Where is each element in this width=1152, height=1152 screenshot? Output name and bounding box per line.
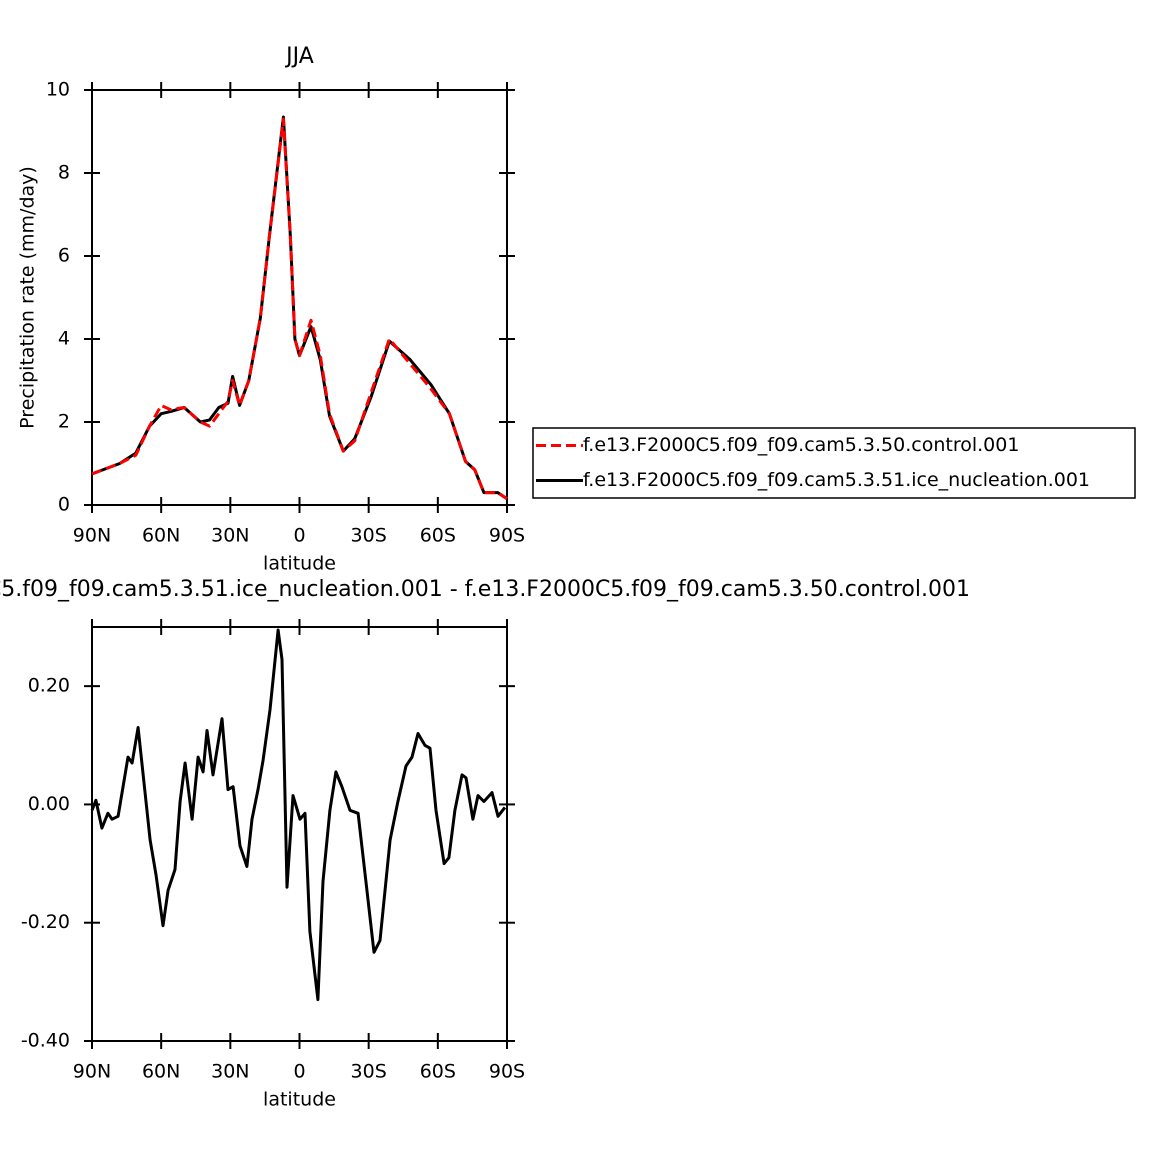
x-tick-label: 0 — [293, 525, 305, 547]
y-tick-label: 0.20 — [28, 675, 70, 697]
y-tick-label: 4 — [58, 328, 70, 350]
y-tick-label: 2 — [58, 411, 70, 433]
x-axis-label: latitude — [263, 1089, 336, 1111]
legend-label: f.e13.F2000C5.f09_f09.cam5.3.51.ice_nucl… — [583, 469, 1090, 491]
x-tick-label: 30N — [211, 1061, 249, 1083]
y-tick-label: 0 — [58, 494, 70, 516]
legend-box — [532, 427, 1136, 499]
y-tick-label: 10 — [46, 79, 70, 101]
x-tick-label: 60S — [420, 1061, 456, 1083]
x-tick-label: 30S — [351, 525, 387, 547]
x-tick-label: 90S — [489, 525, 525, 547]
y-tick-label: 0.00 — [28, 793, 70, 815]
chart-title: f.e13.F2000C5.f09_f09.cam5.3.51.ice_nucl… — [0, 577, 970, 602]
x-tick-label: 90N — [73, 525, 111, 547]
plot-frame — [91, 89, 508, 506]
data-line — [91, 117, 508, 501]
x-tick-label: 60S — [420, 525, 456, 547]
x-tick-label: 60N — [142, 525, 180, 547]
x-axis-label: latitude — [263, 553, 336, 575]
x-tick-label: 30S — [351, 1061, 387, 1083]
plot-frame — [91, 626, 508, 1042]
chart-title: JJA — [284, 44, 314, 69]
y-tick-label: 8 — [58, 162, 70, 184]
x-tick-label: 90S — [489, 1061, 525, 1083]
legend: f.e13.F2000C5.f09_f09.cam5.3.50.control.… — [532, 427, 1136, 499]
y-axis-label: Precipitation rate (mm/day) — [17, 166, 39, 429]
y-tick-label: 6 — [58, 245, 70, 267]
data-line — [91, 115, 508, 501]
x-tick-label: 90N — [73, 1061, 111, 1083]
y-tick-label: -0.40 — [21, 1030, 70, 1052]
x-tick-label: 0 — [293, 1061, 305, 1083]
x-tick-label: 60N — [142, 1061, 180, 1083]
x-tick-label: 30N — [211, 525, 249, 547]
y-tick-label: -0.20 — [21, 911, 70, 933]
data-line — [90, 628, 507, 1002]
legend-label: f.e13.F2000C5.f09_f09.cam5.3.50.control.… — [583, 434, 1019, 456]
